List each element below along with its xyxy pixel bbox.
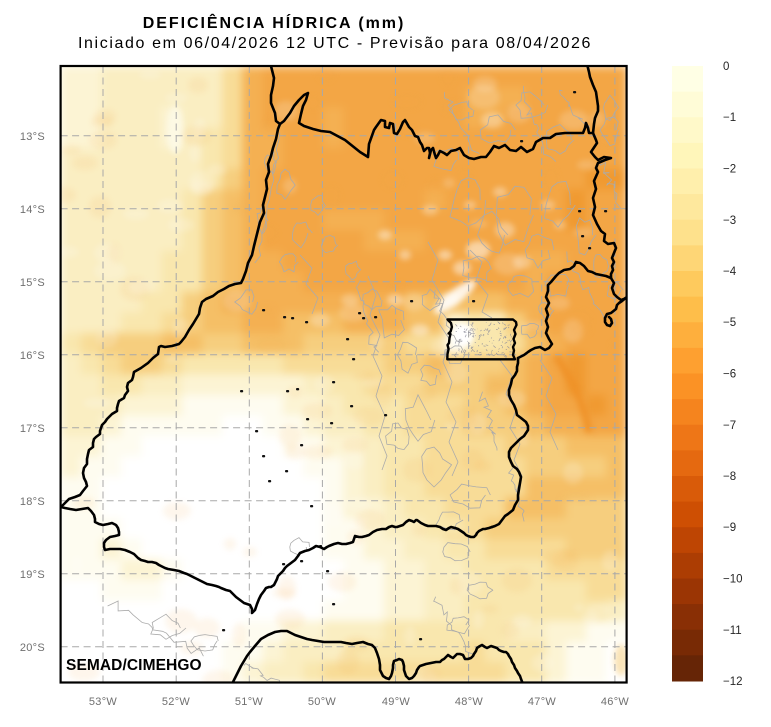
svg-text:−4: −4 (723, 266, 737, 278)
svg-text:46°W: 46°W (601, 696, 630, 708)
svg-text:48°W: 48°W (455, 696, 484, 708)
svg-text:−5: −5 (723, 317, 736, 329)
svg-text:−1: −1 (723, 112, 736, 124)
svg-text:−2: −2 (723, 164, 736, 176)
svg-text:18°S: 18°S (20, 496, 45, 508)
svg-text:19°S: 19°S (20, 569, 45, 581)
svg-text:16°S: 16°S (20, 350, 45, 362)
svg-text:47°W: 47°W (528, 696, 557, 708)
svg-text:−3: −3 (723, 215, 736, 227)
svg-text:DEFICIÊNCIA HÍDRICA (mm): DEFICIÊNCIA HÍDRICA (mm) (143, 13, 406, 32)
svg-text:−8: −8 (723, 471, 736, 483)
svg-text:51°W: 51°W (235, 696, 264, 708)
svg-text:−11: −11 (723, 625, 742, 637)
svg-text:SEMAD/CIMEHGO: SEMAD/CIMEHGO (66, 657, 202, 674)
svg-text:20°S: 20°S (20, 642, 45, 654)
svg-text:15°S: 15°S (20, 277, 45, 289)
svg-text:−6: −6 (723, 369, 736, 381)
svg-text:49°W: 49°W (382, 696, 411, 708)
svg-text:14°S: 14°S (20, 204, 45, 216)
svg-text:13°S: 13°S (20, 131, 45, 143)
svg-text:53°W: 53°W (89, 696, 118, 708)
svg-text:−9: −9 (723, 522, 736, 534)
svg-text:50°W: 50°W (308, 696, 337, 708)
svg-text:0: 0 (723, 61, 729, 73)
svg-text:−7: −7 (723, 420, 736, 432)
svg-text:17°S: 17°S (20, 423, 45, 435)
svg-text:Iniciado em 06/04/2026 12 UTC: Iniciado em 06/04/2026 12 UTC - Previsão… (78, 35, 592, 52)
svg-text:52°W: 52°W (162, 696, 191, 708)
svg-text:−12: −12 (723, 676, 743, 688)
svg-text:−10: −10 (723, 574, 743, 586)
